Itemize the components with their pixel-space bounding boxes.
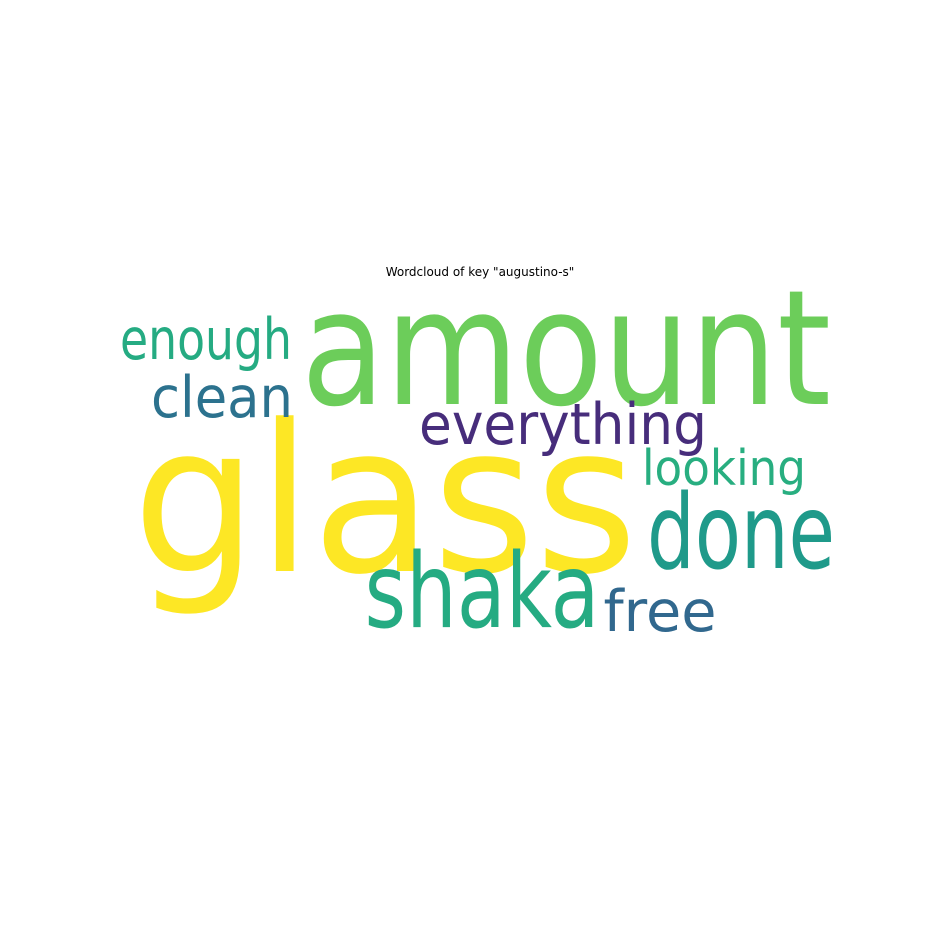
chart-title: Wordcloud of key "augustino-s" (385, 265, 575, 279)
word-everything: everything (419, 392, 707, 458)
word-glass: glass (133, 382, 638, 620)
word-free: free (604, 579, 717, 645)
word-enough: enough (120, 307, 292, 373)
word-clean: clean (151, 365, 293, 431)
word-amount: amount (301, 255, 831, 442)
word-looking: looking (642, 440, 806, 497)
word-shaka: shaka (365, 532, 600, 652)
word-done: done (647, 473, 835, 593)
